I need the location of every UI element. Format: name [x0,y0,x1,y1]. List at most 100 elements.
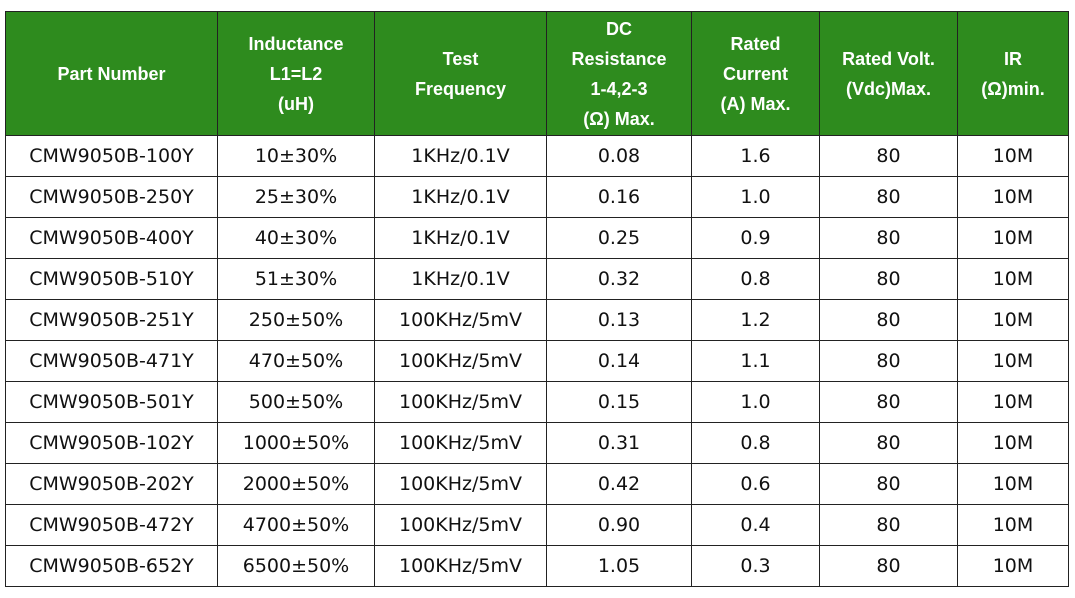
table-row: CMW9050B-202Y 2000±50% 100KHz/5mV 0.42 0.6 80… [5,463,1069,505]
dc-resistance-cell: 0.32 [546,258,692,300]
test-frequency-cell: 1KHz/0.1V [374,176,547,218]
part-number-cell: CMW9050B-251Y [5,299,218,341]
rated-voltage-cell: 80 [819,176,958,218]
header-line: (Ω) Max. [583,108,655,129]
spec-table-container: Part Number Inductance L1=L2 (uH) Test F… [5,11,1069,587]
table-row: CMW9050B-471Y 470±50% 100KHz/5mV 0.14 1.1 80 1… [5,340,1069,382]
table-row: CMW9050B-250Y 25±30% 1KHz/0.1V 0.16 1.0 80 10M [5,176,1069,218]
part-number-cell: CMW9050B-202Y [5,463,218,505]
inductor-spec-table: Part Number Inductance L1=L2 (uH) Test F… [5,11,1069,587]
ir-cell: 10M [957,217,1069,259]
header-line: DC [606,18,632,39]
inductance-cell: 10±30% [217,135,375,177]
rated-current-cell: 0.8 [691,422,820,464]
test-frequency-cell: 100KHz/5mV [374,463,547,505]
dc-resistance-cell: 0.31 [546,422,692,464]
rated-current-cell: 0.6 [691,463,820,505]
part-number-cell: CMW9050B-400Y [5,217,218,259]
part-number-cell: CMW9050B-250Y [5,176,218,218]
table-row: CMW9050B-510Y 51±30% 1KHz/0.1V 0.32 0.8 80 10M [5,258,1069,300]
inductance-cell: 25±30% [217,176,375,218]
header-line: Part Number [57,63,166,84]
inductance-cell: 250±50% [217,299,375,341]
test-frequency-cell: 100KHz/5mV [374,381,547,423]
table-row: CMW9050B-400Y 40±30% 1KHz/0.1V 0.25 0.9 80 10M [5,217,1069,259]
rated-voltage-cell: 80 [819,463,958,505]
header-line: IR [1004,48,1022,69]
rated-voltage-cell: 80 [819,381,958,423]
part-number-cell: CMW9050B-652Y [5,545,218,587]
ir-cell: 10M [957,176,1069,218]
table-row: CMW9050B-100Y 10±30% 1KHz/0.1V 0.08 1.6 80 10M [5,135,1069,177]
rated-voltage-cell: 80 [819,135,958,177]
ir-cell: 10M [957,258,1069,300]
part-number-cell: CMW9050B-472Y [5,504,218,546]
ir-cell: 10M [957,504,1069,546]
test-frequency-cell: 1KHz/0.1V [374,258,547,300]
inductance-cell: 40±30% [217,217,375,259]
header-line: Rated Volt. [842,48,935,69]
table-row: CMW9050B-251Y 250±50% 100KHz/5mV 0.13 1.2 80 1… [5,299,1069,341]
test-frequency-cell: 100KHz/5mV [374,422,547,464]
rated-current-cell: 1.0 [691,381,820,423]
rated-voltage-cell: 80 [819,504,958,546]
header-test-frequency: Test Frequency [374,11,547,136]
test-frequency-cell: 1KHz/0.1V [374,135,547,177]
test-frequency-cell: 1KHz/0.1V [374,217,547,259]
dc-resistance-cell: 0.25 [546,217,692,259]
dc-resistance-cell: 0.15 [546,381,692,423]
dc-resistance-cell: 0.16 [546,176,692,218]
ir-cell: 10M [957,422,1069,464]
part-number-cell: CMW9050B-501Y [5,381,218,423]
test-frequency-cell: 100KHz/5mV [374,545,547,587]
rated-voltage-cell: 80 [819,422,958,464]
test-frequency-cell: 100KHz/5mV [374,340,547,382]
header-line: Resistance [571,48,667,69]
table-row: CMW9050B-102Y 1000±50% 100KHz/5mV 0.31 0.8 80… [5,422,1069,464]
rated-current-cell: 1.1 [691,340,820,382]
table-body: CMW9050B-100Y 10±30% 1KHz/0.1V 0.08 1.6 80 10M… [5,135,1069,587]
header-line: (Ω)min. [981,78,1045,99]
header-line: L1=L2 [269,63,323,84]
header-part-number: Part Number [5,11,218,136]
rated-current-cell: 1.6 [691,135,820,177]
header-line: Frequency [414,78,507,99]
header-line: (A) Max. [720,93,791,114]
test-frequency-cell: 100KHz/5mV [374,504,547,546]
dc-resistance-cell: 0.42 [546,463,692,505]
header-rated-voltage: Rated Volt. (Vdc)Max. [819,11,958,136]
header-rated-current: Rated Current (A) Max. [691,11,820,136]
ir-cell: 10M [957,545,1069,587]
header-line: (uH) [278,93,314,114]
table-row: CMW9050B-472Y 4700±50% 100KHz/5mV 0.90 0.4 80… [5,504,1069,546]
ir-cell: 10M [957,135,1069,177]
inductance-cell: 1000±50% [217,422,375,464]
header-line: (Vdc)Max. [845,78,932,99]
inductance-cell: 6500±50% [217,545,375,587]
header-line: Test [442,48,479,69]
ir-cell: 10M [957,299,1069,341]
dc-resistance-cell: 0.90 [546,504,692,546]
inductance-cell: 470±50% [217,340,375,382]
rated-current-cell: 0.3 [691,545,820,587]
table-row: CMW9050B-652Y 6500±50% 100KHz/5mV 1.05 0.3 80… [5,545,1069,587]
rated-voltage-cell: 80 [819,340,958,382]
ir-cell: 10M [957,381,1069,423]
rated-voltage-cell: 80 [819,545,958,587]
header-inductance: Inductance L1=L2 (uH) [217,11,375,136]
header-line: 1-4,2-3 [590,78,648,99]
header-line: Inductance [248,33,344,54]
inductance-cell: 2000±50% [217,463,375,505]
rated-current-cell: 1.0 [691,176,820,218]
header-dc-resistance: DC Resistance 1-4,2-3 (Ω) Max. [546,11,692,136]
rated-current-cell: 0.4 [691,504,820,546]
part-number-cell: CMW9050B-102Y [5,422,218,464]
dc-resistance-cell: 0.14 [546,340,692,382]
rated-current-cell: 0.9 [691,217,820,259]
table-row: CMW9050B-501Y 500±50% 100KHz/5mV 0.15 1.0 80 1… [5,381,1069,423]
rated-voltage-cell: 80 [819,258,958,300]
part-number-cell: CMW9050B-100Y [5,135,218,177]
header-ir: IR (Ω)min. [957,11,1069,136]
ir-cell: 10M [957,463,1069,505]
inductance-cell: 51±30% [217,258,375,300]
